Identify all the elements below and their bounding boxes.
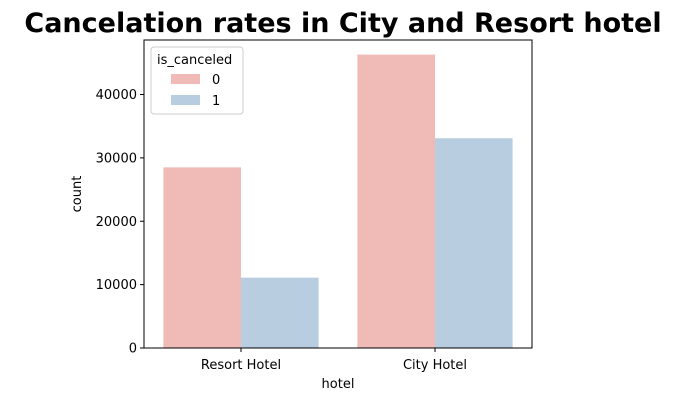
bar-resort-hotel-canceled-0: [163, 167, 241, 348]
bar-city-hotel-canceled-1: [435, 138, 513, 348]
y-tick-label: 20000: [96, 215, 137, 230]
legend-swatch-0: [171, 74, 200, 84]
y-tick-label: 0: [129, 342, 137, 357]
bar-city-hotel-canceled-0: [357, 54, 435, 348]
x-tick-label: Resort Hotel: [201, 358, 281, 373]
legend-title: is_canceled: [157, 53, 232, 68]
y-tick-label: 30000: [96, 151, 137, 166]
chart-title: Cancelation rates in City and Resort hot…: [24, 8, 661, 39]
y-tick-label: 40000: [96, 88, 137, 103]
legend-swatch-1: [171, 95, 200, 105]
x-axis-label: hotel: [322, 377, 355, 392]
bar-resort-hotel-canceled-1: [241, 277, 319, 348]
legend: is_canceled 0 1: [150, 46, 244, 115]
y-tick-label: 10000: [96, 278, 137, 293]
legend-label-0: 0: [212, 73, 220, 88]
y-axis-label: count: [70, 176, 85, 213]
legend-label-1: 1: [212, 94, 220, 109]
x-tick-label: City Hotel: [403, 358, 467, 373]
plot-frame: [143, 39, 533, 349]
bars-group: [163, 54, 513, 348]
axes-group: Resort Hotel City Hotel 0 10000 20000 30000 40…: [96, 39, 533, 373]
